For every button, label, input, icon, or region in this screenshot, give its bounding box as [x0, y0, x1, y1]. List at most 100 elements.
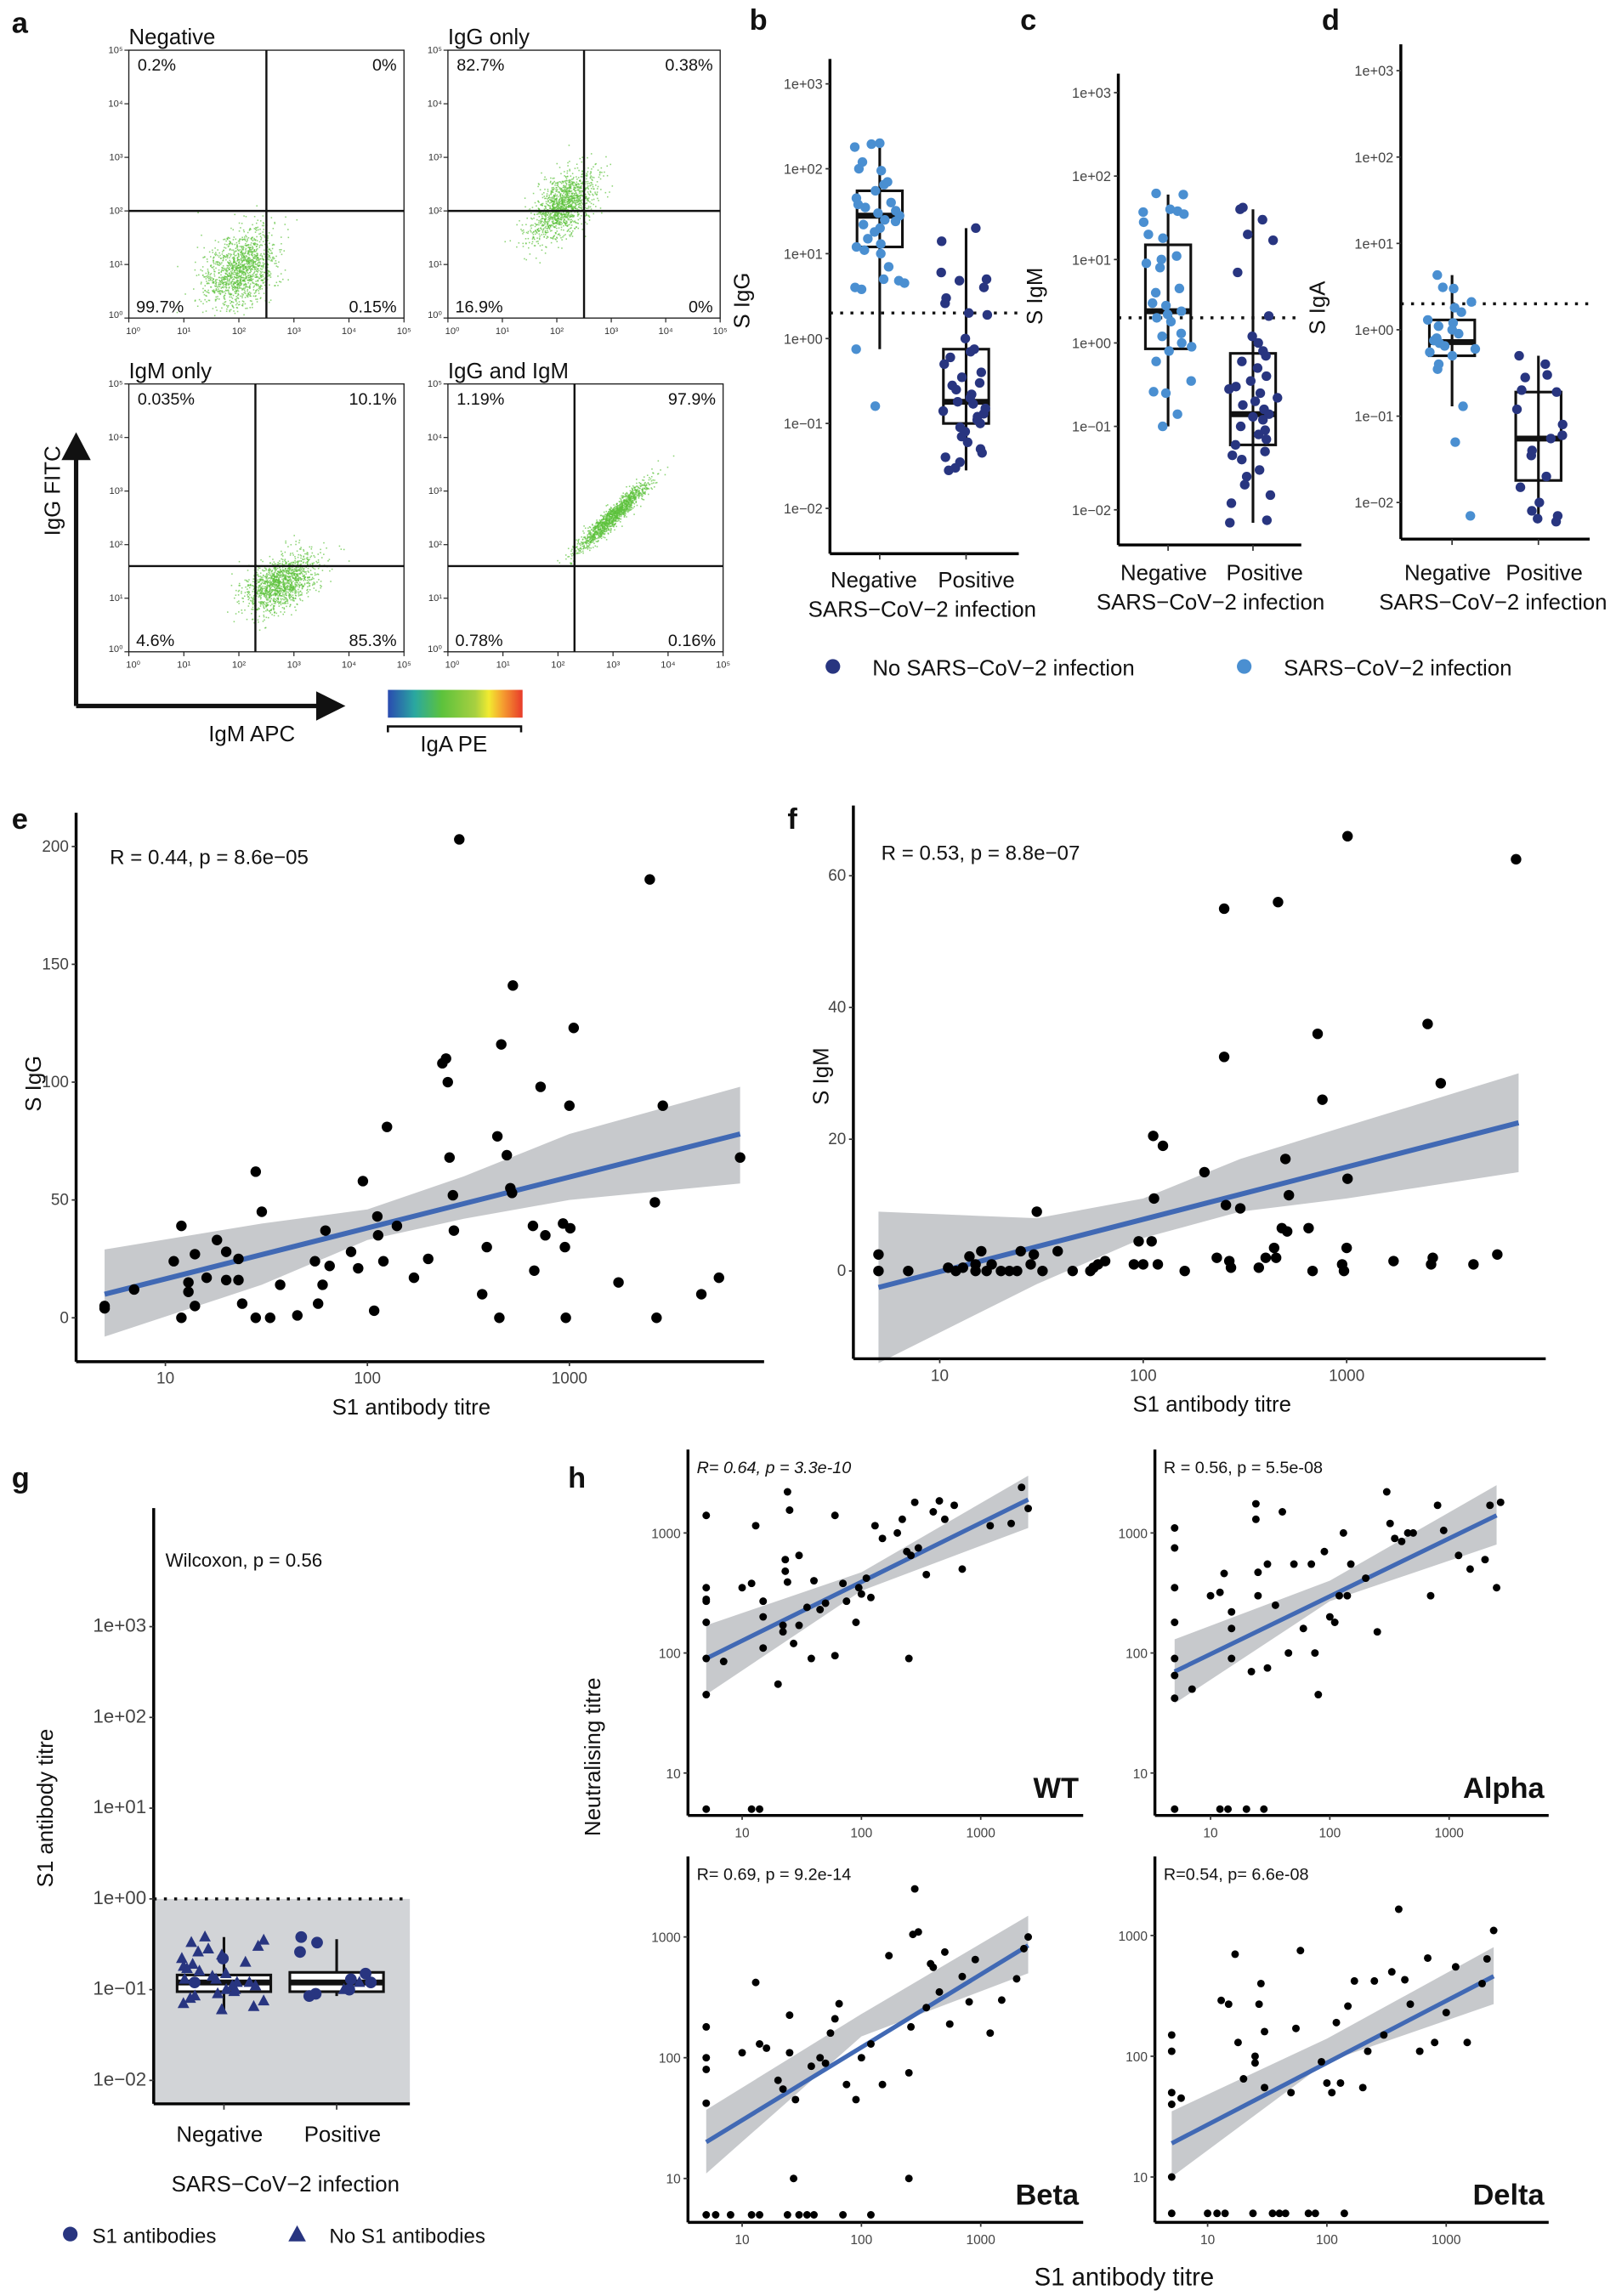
flow-event — [318, 579, 320, 581]
flow-event — [547, 213, 550, 215]
flow-event — [296, 585, 298, 587]
flow-event — [247, 307, 248, 309]
flow-event — [253, 261, 255, 263]
flow-event — [534, 201, 536, 204]
flow-event — [592, 176, 593, 179]
flow-event — [570, 179, 571, 181]
flow-event — [624, 514, 627, 517]
flow-event — [536, 213, 538, 215]
flow-event — [570, 215, 572, 218]
flow-event — [229, 240, 230, 242]
flow-event — [559, 195, 561, 196]
flow-event — [589, 201, 591, 203]
flow-event — [237, 249, 239, 252]
flow-event — [260, 604, 262, 605]
flow-event — [239, 266, 241, 269]
flow-event — [266, 590, 268, 592]
flow-event — [258, 285, 259, 286]
flow-event — [552, 191, 554, 194]
flow-event — [292, 574, 293, 576]
flow-event — [281, 566, 284, 569]
flow-event — [286, 599, 289, 601]
flow-event — [536, 205, 537, 207]
flow-event — [241, 270, 243, 273]
flow-event — [261, 264, 263, 267]
flow-event — [216, 261, 218, 263]
flow-event — [273, 581, 275, 583]
flow-event — [569, 161, 570, 162]
flow-event — [224, 238, 226, 241]
flow-event — [257, 264, 258, 267]
flow-event — [221, 262, 223, 264]
flow-event — [269, 562, 271, 564]
flow-event — [229, 275, 231, 277]
flow-event — [245, 275, 247, 277]
flow-event — [258, 258, 259, 260]
flow-event — [292, 586, 295, 587]
flow-event — [247, 252, 249, 253]
flow-event — [555, 189, 557, 190]
flow-event — [557, 207, 559, 210]
flow-event — [256, 571, 258, 574]
flow-event — [272, 606, 275, 609]
flow-event — [563, 198, 564, 201]
flow-event — [547, 198, 548, 200]
flow-event — [281, 575, 283, 578]
flow-event — [208, 251, 211, 253]
flow-event — [571, 202, 574, 205]
flow-event — [594, 191, 596, 193]
flow-event — [254, 295, 257, 298]
flow-event — [236, 287, 238, 290]
flow-event — [226, 278, 229, 281]
flow-event — [258, 261, 261, 264]
flow-event — [568, 214, 570, 216]
flow-event — [303, 548, 304, 551]
flow-event — [262, 267, 264, 269]
flow-plot-title: Negative — [129, 26, 216, 49]
flow-event — [220, 277, 222, 279]
flow-event — [554, 203, 556, 205]
flow-event — [554, 218, 557, 221]
flow-event — [620, 515, 622, 518]
flow-event — [317, 553, 320, 555]
flow-event — [557, 213, 559, 216]
flow-event — [285, 589, 286, 591]
flow-event — [288, 563, 291, 564]
flow-event — [579, 157, 581, 160]
flow-event — [561, 213, 563, 216]
flow-event — [530, 227, 532, 230]
flow-event — [539, 245, 542, 247]
flow-event — [560, 224, 562, 226]
flow-event — [241, 246, 242, 247]
flow-event — [595, 162, 597, 165]
flow-event — [562, 201, 564, 204]
flow-event — [576, 197, 579, 199]
flow-event — [223, 269, 224, 272]
flow-event — [320, 557, 323, 558]
panel-label-e: e — [12, 803, 28, 836]
flow-event — [243, 230, 245, 233]
flow-event — [221, 280, 224, 282]
flow-event — [269, 276, 272, 278]
flow-event — [542, 213, 544, 215]
flow-event — [219, 293, 222, 296]
flow-event — [292, 587, 295, 589]
flow-event — [248, 286, 250, 288]
flow-event — [246, 269, 248, 272]
flow-event — [255, 250, 258, 252]
flow-event — [545, 225, 547, 228]
flow-event — [570, 227, 572, 229]
flow-event — [565, 184, 568, 186]
flow-event — [265, 604, 267, 607]
flow-event — [565, 199, 567, 201]
flow-event — [230, 285, 233, 286]
flow-ytick: 10⁵ — [109, 379, 123, 389]
flow-event — [197, 212, 199, 213]
flow-event — [555, 222, 557, 224]
flow-event — [242, 254, 245, 256]
flow-event — [246, 245, 247, 247]
flow-event — [204, 290, 207, 292]
flow-event — [253, 248, 256, 251]
flow-event — [574, 193, 576, 195]
